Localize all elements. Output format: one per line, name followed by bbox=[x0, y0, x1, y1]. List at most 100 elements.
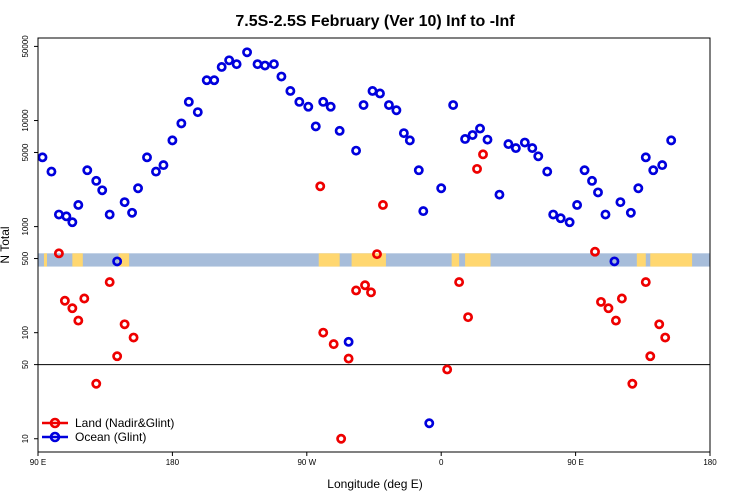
ocean-point bbox=[450, 101, 457, 108]
ocean-point bbox=[345, 338, 352, 345]
ocean-point bbox=[588, 177, 595, 184]
land-point bbox=[605, 305, 612, 312]
data-points bbox=[39, 49, 675, 443]
ocean-point bbox=[69, 219, 76, 226]
land-point bbox=[81, 295, 88, 302]
y-axis: 10 50 100 500 1000 5000 10000 50000 bbox=[21, 35, 38, 443]
x-tick-label: 90 E bbox=[30, 458, 46, 467]
ocean-point bbox=[512, 144, 519, 151]
ocean-point bbox=[415, 167, 422, 174]
y-tick-label: 5000 bbox=[21, 143, 30, 161]
y-tick-label: 50 bbox=[21, 360, 30, 369]
ocean-point bbox=[287, 87, 294, 94]
ocean-point bbox=[48, 168, 55, 175]
ocean-point bbox=[254, 61, 261, 68]
ocean-point bbox=[469, 131, 476, 138]
ocean-point bbox=[393, 107, 400, 114]
land-band-segment bbox=[452, 253, 459, 266]
ocean-point bbox=[211, 77, 218, 84]
ocean-point bbox=[521, 139, 528, 146]
y-tick-label: 100 bbox=[21, 325, 30, 339]
ocean-point bbox=[143, 154, 150, 161]
ocean-point bbox=[270, 61, 277, 68]
x-tick-label: 0 bbox=[439, 458, 444, 467]
ocean-point bbox=[668, 137, 675, 144]
y-tick-label: 500 bbox=[21, 251, 30, 265]
ocean-point bbox=[226, 57, 233, 64]
ocean-point bbox=[438, 185, 445, 192]
land-point bbox=[642, 278, 649, 285]
ocean-point bbox=[278, 73, 285, 80]
y-tick-label: 10000 bbox=[21, 109, 30, 132]
land-point bbox=[114, 353, 121, 360]
ocean-point bbox=[99, 187, 106, 194]
ocean-point bbox=[642, 154, 649, 161]
ocean-point bbox=[650, 167, 657, 174]
x-tick-label: 90 W bbox=[297, 458, 316, 467]
y-tick-label: 50000 bbox=[21, 35, 30, 58]
land-point bbox=[662, 334, 669, 341]
ocean-point bbox=[385, 101, 392, 108]
ocean-point bbox=[535, 153, 542, 160]
ocean-point bbox=[55, 211, 62, 218]
land-point bbox=[618, 295, 625, 302]
land-point bbox=[361, 282, 368, 289]
land-point bbox=[121, 321, 128, 328]
ocean-point bbox=[121, 199, 128, 206]
ocean-point bbox=[627, 209, 634, 216]
x-tick-label: 180 bbox=[703, 458, 717, 467]
legend: Land (Nadir&Glint) Ocean (Glint) bbox=[42, 416, 174, 444]
land-band-segment bbox=[319, 253, 340, 266]
ocean-point bbox=[420, 208, 427, 215]
ocean-point bbox=[178, 120, 185, 127]
land-point bbox=[473, 165, 480, 172]
ocean-point bbox=[320, 98, 327, 105]
chart: 7.5S-2.5S February (Ver 10) Inf to -Inf … bbox=[0, 0, 750, 500]
ocean-point bbox=[312, 123, 319, 130]
ocean-point bbox=[617, 199, 624, 206]
ocean-point bbox=[218, 63, 225, 70]
land-point bbox=[330, 341, 337, 348]
ocean-point bbox=[39, 154, 46, 161]
ocean-point bbox=[476, 125, 483, 132]
land-point bbox=[612, 317, 619, 324]
land-point bbox=[93, 380, 100, 387]
land-point bbox=[444, 366, 451, 373]
ocean-point bbox=[496, 191, 503, 198]
ocean-point bbox=[659, 162, 666, 169]
ocean-point bbox=[529, 144, 536, 151]
x-axis: 90 E 180 90 W 0 90 E 180 bbox=[30, 452, 717, 467]
ocean-point bbox=[75, 201, 82, 208]
ocean-point bbox=[305, 103, 312, 110]
ocean-point bbox=[152, 168, 159, 175]
ocean-point bbox=[243, 49, 250, 56]
x-tick-label: 90 E bbox=[567, 458, 583, 467]
ocean-point bbox=[93, 177, 100, 184]
ocean-point bbox=[573, 201, 580, 208]
legend-land-label: Land (Nadir&Glint) bbox=[75, 416, 174, 430]
land-point bbox=[629, 380, 636, 387]
land-point bbox=[106, 278, 113, 285]
ocean-point bbox=[233, 61, 240, 68]
ocean-point bbox=[376, 90, 383, 97]
ocean-point bbox=[400, 130, 407, 137]
land-point bbox=[317, 183, 324, 190]
ocean-point bbox=[602, 211, 609, 218]
plot-frame bbox=[38, 38, 710, 452]
x-axis-label: Longitude (deg E) bbox=[327, 477, 422, 491]
ocean-point bbox=[544, 168, 551, 175]
land-point bbox=[647, 353, 654, 360]
land-point bbox=[345, 355, 352, 362]
ocean-point bbox=[160, 162, 167, 169]
ocean-point bbox=[360, 101, 367, 108]
ocean-point bbox=[194, 109, 201, 116]
ocean-point bbox=[484, 136, 491, 143]
land-point bbox=[61, 297, 68, 304]
y-tick-label: 10 bbox=[21, 434, 30, 443]
ocean-point bbox=[128, 209, 135, 216]
land-band-segment bbox=[637, 253, 646, 266]
ocean-point bbox=[352, 147, 359, 154]
ocean-point bbox=[557, 215, 564, 222]
land-point bbox=[352, 287, 359, 294]
land-point bbox=[75, 317, 82, 324]
